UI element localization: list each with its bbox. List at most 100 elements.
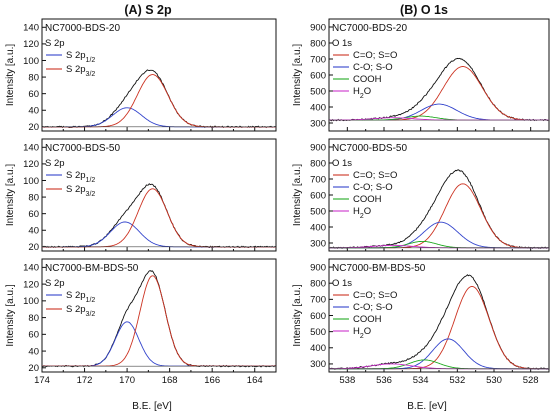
legend-label: C=O; S=O	[353, 290, 397, 301]
ytick-label: 600	[310, 190, 326, 201]
xtick-label: 172	[77, 375, 93, 386]
ytick-label: 500	[310, 86, 326, 97]
left-figure-title: (A) S 2p	[124, 3, 172, 17]
curves	[42, 270, 276, 368]
curves	[42, 183, 276, 249]
ytick-label: 500	[310, 327, 326, 338]
yaxis-label: Intensity [a.u.]	[5, 44, 16, 106]
ytick-label: 300	[310, 118, 326, 129]
xtick-label: 532	[449, 375, 465, 386]
xtick-label: 164	[247, 375, 263, 386]
legend-title: O 1s	[332, 278, 352, 289]
yaxis-label: Intensity [a.u.]	[5, 164, 16, 226]
sample-label: NC7000-BDS-20	[332, 23, 407, 34]
ytick-label: 20	[28, 242, 39, 253]
ytick-label: 60	[28, 209, 39, 220]
ytick-label: 120	[23, 39, 39, 50]
ytick-label: 120	[23, 279, 39, 290]
legend-title: O 1s	[332, 38, 352, 49]
legend-label: COOH	[353, 314, 382, 325]
ytick-label: 100	[23, 56, 39, 67]
yaxis-label: Intensity [a.u.]	[292, 284, 303, 346]
yaxis-label: Intensity [a.u.]	[292, 44, 303, 106]
sample-label: NC7000-BDS-50	[332, 143, 407, 154]
legend-title: O 1s	[332, 158, 352, 169]
ytick-label: 20	[28, 363, 39, 374]
ytick-label: 140	[23, 23, 39, 34]
legend-label: C-O; S-O	[353, 302, 393, 313]
right-xaxis-label: B.E. [eV]	[407, 401, 447, 412]
ytick-label: 20	[28, 122, 39, 133]
ytick-label: 700	[310, 295, 326, 306]
legend-label: C-O; S-O	[353, 62, 393, 73]
ytick-label: 900	[310, 142, 326, 153]
curves	[329, 169, 549, 250]
ytick-label: 700	[310, 174, 326, 185]
ytick-label: 40	[28, 226, 39, 237]
ytick-label: 600	[310, 311, 326, 322]
xtick-label: 168	[162, 375, 178, 386]
legend-title: S 2p	[45, 38, 65, 49]
yaxis-label: Intensity [a.u.]	[5, 284, 16, 346]
panel-b3: 300 400 500 600 700 800 900 538 536 534 532 530 528 I…	[292, 258, 550, 386]
ytick-label: 400	[310, 343, 326, 354]
plot-frame	[328, 138, 550, 252]
ytick-label: 120	[23, 159, 39, 170]
curves	[329, 274, 549, 370]
ytick-label: 40	[28, 346, 39, 357]
ytick-label: 700	[310, 54, 326, 65]
xtick-label: 536	[376, 375, 392, 386]
legend-label: C=O; S=O	[353, 170, 397, 181]
ytick-label: 100	[23, 296, 39, 307]
sample-label: NC7000-BDS-20	[45, 23, 120, 34]
ytick-label: 900	[310, 22, 326, 33]
left-xaxis-label: B.E. [eV]	[132, 401, 172, 412]
panel-b1: 300 400 500 600 700 800 900 Intensity [a.u.] NC7…	[292, 18, 550, 132]
ytick-label: 300	[310, 359, 326, 370]
legend-title: S 2p	[45, 158, 65, 169]
legend-label: COOH	[353, 74, 382, 85]
ytick-label: 40	[28, 106, 39, 117]
legend-label: C=O; S=O	[353, 50, 397, 61]
ytick-label: 800	[310, 38, 326, 49]
panel-a2: 20 40 60 80 100 120 140 Intensity [a.u.] NC7000-…	[5, 138, 277, 253]
panel-a1: 20 40 60 80 100 120 140 Intensity [a.u.] NC7000-…	[5, 18, 277, 133]
legend-label: H2O	[353, 326, 371, 340]
xtick-label: 174	[34, 375, 50, 386]
plot-frame	[328, 258, 550, 373]
legend-label: H2O	[353, 86, 371, 100]
xtick-label: 538	[339, 375, 355, 386]
legend-title: S 2p	[45, 278, 65, 289]
yaxis-label: Intensity [a.u.]	[292, 164, 303, 226]
ytick-label: 140	[23, 263, 39, 274]
legend-label: C-O; S-O	[353, 182, 393, 193]
ytick-label: 60	[28, 89, 39, 100]
curves	[329, 57, 549, 122]
curves	[42, 69, 276, 129]
ytick-label: 800	[310, 158, 326, 169]
ytick-label: 80	[28, 192, 39, 203]
ytick-label: 300	[310, 238, 326, 249]
ytick-label: 500	[310, 206, 326, 217]
ytick-label: 400	[310, 222, 326, 233]
plot-frame	[41, 18, 277, 132]
legend-label: H2O	[353, 206, 371, 220]
xtick-label: 166	[204, 375, 220, 386]
sample-label: NC7000-BM-BDS-50	[45, 263, 139, 274]
plot-frame	[328, 18, 550, 132]
ytick-label: 140	[23, 143, 39, 154]
xtick-label: 170	[119, 375, 135, 386]
ytick-label: 60	[28, 330, 39, 341]
xtick-label: 530	[486, 375, 502, 386]
ytick-label: 80	[28, 313, 39, 324]
ytick-label: 600	[310, 70, 326, 81]
plot-frame	[41, 258, 277, 373]
ytick-label: 800	[310, 279, 326, 290]
ytick-label: 900	[310, 262, 326, 273]
xtick-label: 528	[523, 375, 539, 386]
panel-b2: 300 400 500 600 700 800 900 Intensity [a.u.] NC7…	[292, 138, 550, 252]
panel-a3: 20 40 60 80 100 120 140 174 172 170 168 166 164 Inten…	[5, 258, 277, 386]
legend-label: COOH	[353, 194, 382, 205]
sample-label: NC7000-BM-BDS-50	[332, 263, 426, 274]
